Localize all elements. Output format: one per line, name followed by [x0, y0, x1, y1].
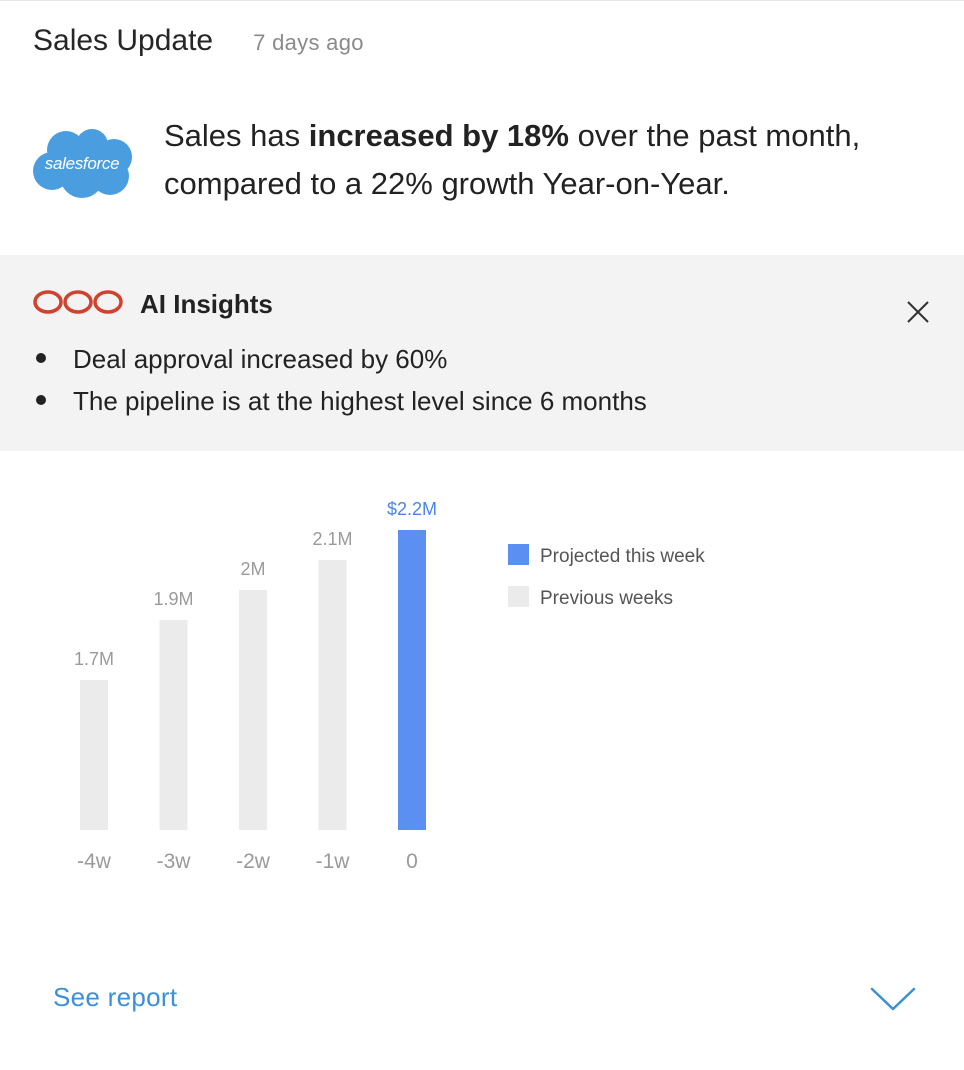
summary-highlight: increased by 18%	[308, 118, 569, 153]
x-tick-label: -1w	[316, 850, 351, 873]
chart-bar	[239, 590, 267, 830]
card-title: Sales Update	[33, 24, 214, 57]
bar-value-label: 2.1M	[312, 529, 352, 549]
legend-label: Previous weeks	[540, 588, 673, 609]
infinity-icon	[33, 290, 123, 314]
bar-value-label: 1.9M	[153, 589, 193, 609]
close-button[interactable]	[900, 296, 934, 330]
legend-label: Projected this week	[540, 546, 705, 567]
close-icon	[907, 301, 929, 323]
bar-value-label: 2M	[240, 559, 265, 579]
list-item: The pipeline is at the highest level sin…	[36, 380, 647, 422]
insights-list: Deal approval increased by 60% The pipel…	[36, 338, 647, 422]
bullet-icon	[36, 353, 46, 363]
insight-text: The pipeline is at the highest level sin…	[73, 386, 647, 416]
list-item: Deal approval increased by 60%	[36, 338, 647, 380]
x-tick-label: -3w	[157, 850, 192, 873]
legend-swatch	[508, 544, 529, 565]
ai-insights-panel	[0, 255, 964, 451]
weekly-sales-chart: 1.7M -4w 1.9M -3w 2M -2w 2.1M -1w $2.2M 0 Projecte…	[74, 499, 705, 873]
ai-insights-title: AI Insights	[140, 289, 273, 319]
bar-value-label: $2.2M	[387, 499, 437, 519]
chevron-down-icon	[870, 987, 916, 1011]
expand-button[interactable]	[868, 984, 918, 1014]
logo-wordmark: salesforce	[44, 154, 120, 173]
summary-section: salesforce Sales has increased by 18% ov…	[30, 112, 950, 208]
bar-value-label: 1.7M	[74, 649, 114, 669]
summary-text-start: Sales has	[164, 118, 309, 153]
top-divider	[0, 0, 964, 1]
chart-bar	[159, 620, 188, 830]
chart-bar	[80, 680, 108, 830]
summary-text: Sales has increased by 18% over the past…	[164, 112, 924, 208]
timestamp: 7 days ago	[253, 30, 364, 55]
x-tick-label: -2w	[236, 850, 271, 873]
salesforce-logo: salesforce	[30, 126, 134, 200]
bullet-icon	[36, 395, 46, 405]
cloud-icon	[33, 129, 132, 198]
card-header: Sales Update 7 days ago	[33, 24, 364, 58]
chart-bar	[318, 560, 347, 830]
chart-bar	[398, 530, 426, 830]
summary-text-end: over the past month, compared to a 22% g…	[164, 118, 861, 201]
x-tick-label: 0	[406, 850, 418, 873]
x-tick-label: -4w	[77, 850, 112, 873]
legend-swatch	[508, 586, 529, 607]
insight-text: Deal approval increased by 60%	[73, 344, 448, 374]
see-report-link[interactable]: See report	[53, 982, 178, 1012]
